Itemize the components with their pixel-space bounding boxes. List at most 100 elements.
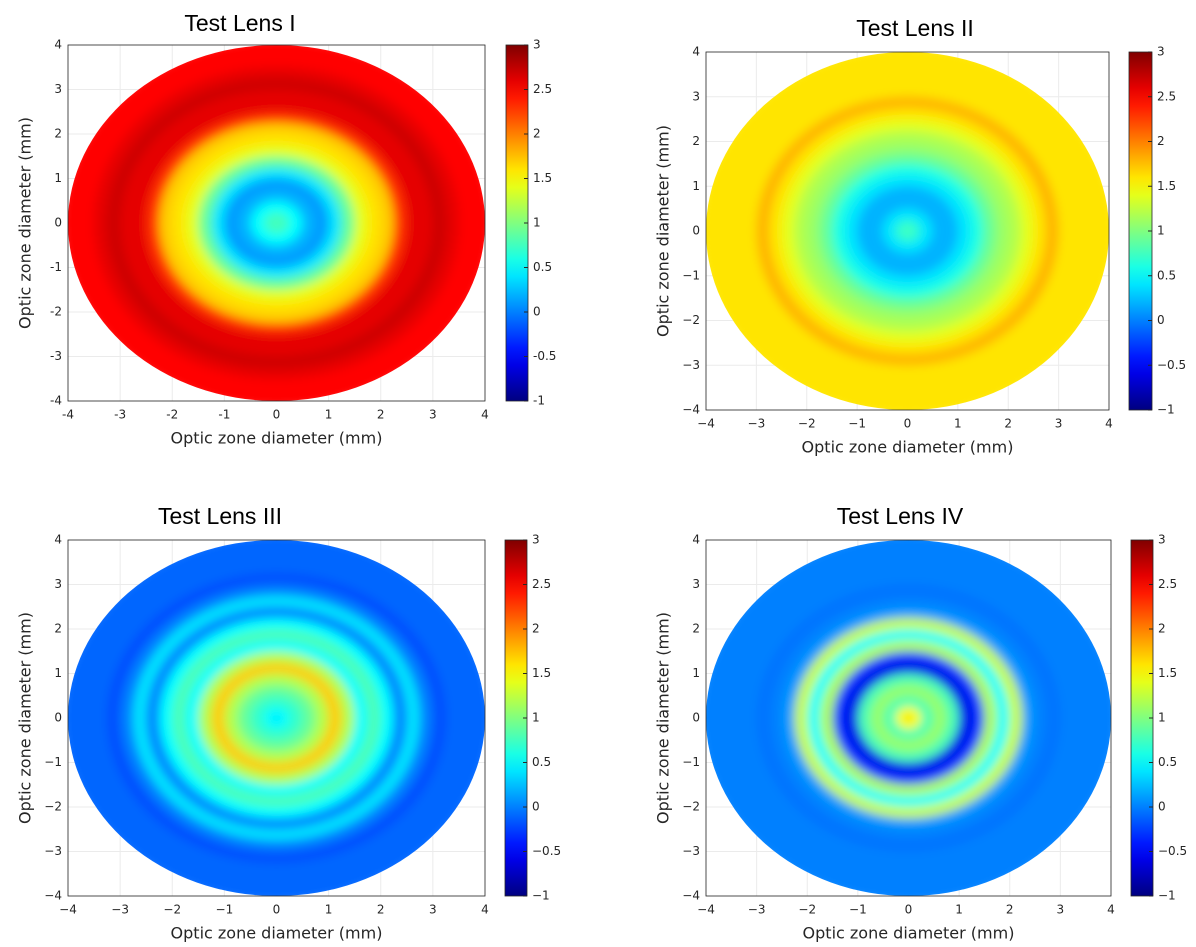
axes-box [67, 44, 486, 402]
colorbar-tick-label: −0.5 [532, 844, 561, 858]
x-tick-label: 0 [273, 903, 281, 917]
y-tick-label: 1 [692, 666, 700, 680]
y-tick-label: −1 [682, 755, 700, 769]
y-tick-label: 0 [54, 216, 62, 230]
y-tick-label: 2 [692, 134, 700, 148]
x-tick-label: 1 [954, 417, 962, 431]
y-tick-label: 0 [692, 224, 700, 238]
y-tick-label: 2 [54, 622, 62, 636]
colorbar-tick-label: 1 [1157, 224, 1165, 238]
y-axis-label: Optic zone diameter (mm) [16, 117, 35, 329]
y-tick-label: 3 [692, 89, 700, 103]
colorbar-tick-label: 0 [532, 800, 540, 814]
x-tick-label: 2 [1004, 417, 1012, 431]
x-tick-label: −1 [848, 417, 866, 431]
x-tick-label: 2 [1006, 903, 1014, 917]
y-tick-label: 4 [54, 38, 62, 52]
y-tick-label: −2 [44, 800, 62, 814]
y-tick-label: -2 [50, 305, 62, 319]
y-tick-label: 4 [692, 45, 700, 59]
colorbar-tick-label: 2 [533, 127, 541, 141]
x-tick-label: −3 [748, 417, 766, 431]
colorbar-tick-label: 0.5 [532, 755, 551, 769]
y-tick-label: 1 [692, 179, 700, 193]
x-tick-label: -1 [218, 408, 230, 422]
x-tick-label: -4 [62, 408, 74, 422]
x-axis-label: Optic zone diameter (mm) [803, 924, 1015, 943]
colorbar-tick-label: −0.5 [1158, 844, 1187, 858]
colorbar-tick-label: 2 [1157, 134, 1165, 148]
y-tick-label: 4 [54, 533, 62, 547]
power-map [68, 45, 485, 401]
colorbar-tick-label: 0.5 [1157, 268, 1176, 282]
colorbar-tick-label: 2.5 [532, 577, 551, 591]
y-tick-label: −1 [44, 755, 62, 769]
power-ring [906, 716, 911, 720]
colorbar-tick-label: 1 [533, 216, 541, 230]
x-tick-label: −1 [849, 903, 867, 917]
y-axis-label: Optic zone diameter (mm) [654, 612, 673, 824]
map-clip [68, 45, 485, 401]
x-tick-label: 0 [905, 903, 913, 917]
panel-title: Test Lens I [184, 10, 295, 36]
map-clip [68, 540, 485, 896]
map-clip [706, 540, 1111, 896]
panel: Test Lens IV −4 −3 −2 −1 0 1 2 3 4 −4 −3 −2 −1 0 1 2 3 4 Op… [654, 503, 1188, 942]
y-tick-label: 1 [54, 666, 62, 680]
colorbar-tick-label: −0.5 [1157, 358, 1186, 372]
x-tick-label: 2 [377, 903, 385, 917]
colorbar-tick-label: 1.5 [533, 171, 552, 185]
y-tick-label: 3 [54, 82, 62, 96]
x-axis-label: Optic zone diameter (mm) [802, 438, 1014, 457]
y-tick-label: 4 [692, 533, 700, 547]
x-tick-label: 2 [377, 408, 385, 422]
colorbar-tick-label: 1 [1158, 711, 1166, 725]
y-tick-label: -3 [50, 349, 62, 363]
x-tick-label: −1 [216, 903, 234, 917]
colorbar-tick-label: −1 [1157, 403, 1175, 417]
map-clip [706, 52, 1109, 410]
x-tick-label: 4 [481, 903, 489, 917]
x-tick-label: -3 [114, 408, 126, 422]
colorbar-tick-label: 0 [1158, 800, 1166, 814]
x-axis-label: Optic zone diameter (mm) [171, 429, 383, 448]
x-tick-label: 4 [1107, 903, 1115, 917]
x-axis-label: Optic zone diameter (mm) [171, 924, 383, 943]
colorbar-tick-label: 0.5 [1158, 755, 1177, 769]
y-tick-label: −2 [682, 313, 700, 327]
colorbar-tick-label: -0.5 [533, 349, 556, 363]
power-ring [274, 716, 279, 720]
power-map [68, 540, 485, 896]
panel: Test Lens III −4 −3 −2 −1 0 1 2 3 4 −4 −3 −2 −1 0 1 2 3 4 O… [16, 503, 562, 942]
axes-box [705, 51, 1110, 411]
x-tick-label: −2 [798, 417, 816, 431]
y-tick-label: −3 [682, 844, 700, 858]
colorbar-tick-label: 0.5 [533, 260, 552, 274]
x-tick-label: −4 [697, 903, 715, 917]
y-tick-label: 0 [692, 711, 700, 725]
y-tick-label: −3 [682, 358, 700, 372]
y-axis-label: Optic zone diameter (mm) [16, 612, 35, 824]
x-tick-label: 1 [325, 408, 333, 422]
y-tick-label: 2 [692, 622, 700, 636]
y-tick-label: −1 [682, 268, 700, 282]
x-tick-label: 3 [1055, 417, 1063, 431]
y-tick-label: 3 [692, 577, 700, 591]
colorbar-tick-label: 2 [1158, 622, 1166, 636]
y-tick-label: −2 [682, 800, 700, 814]
x-tick-label: 1 [325, 903, 333, 917]
x-tick-label: 0 [904, 417, 912, 431]
panel-title: Test Lens IV [837, 503, 964, 529]
y-tick-label: -1 [50, 260, 62, 274]
y-axis-label: Optic zone diameter (mm) [654, 125, 673, 337]
x-tick-label: −2 [798, 903, 816, 917]
panel-title: Test Lens II [856, 15, 974, 41]
axes-box [67, 539, 486, 897]
x-tick-label: −2 [163, 903, 181, 917]
x-tick-label: 3 [429, 408, 437, 422]
x-tick-label: −3 [111, 903, 129, 917]
x-tick-label: 4 [481, 408, 489, 422]
colorbar-tick-label: 3 [533, 38, 541, 52]
y-tick-label: 1 [54, 171, 62, 185]
